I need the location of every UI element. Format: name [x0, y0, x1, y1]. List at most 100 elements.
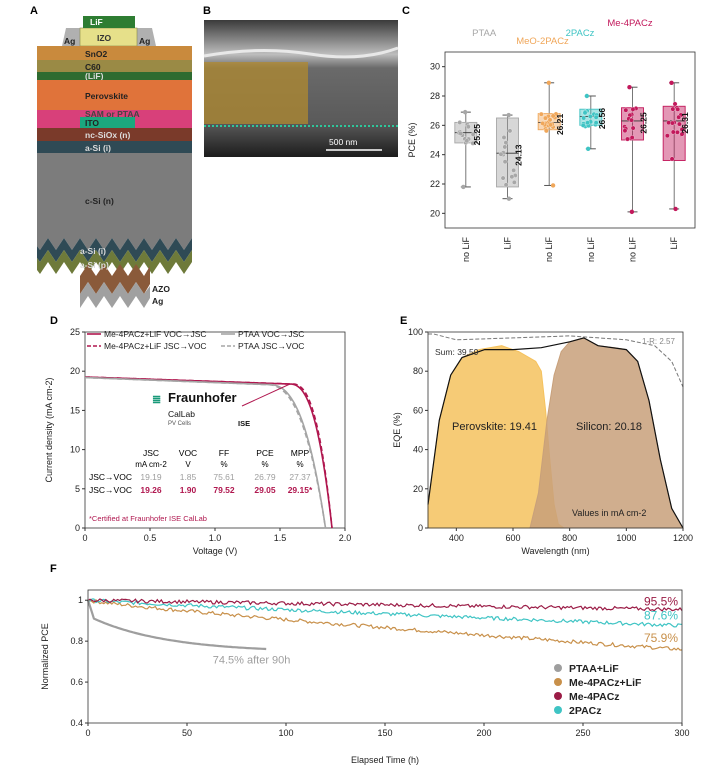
x-tick-label: 300: [674, 728, 689, 738]
data-point: [666, 120, 671, 126]
label-c60: C60: [85, 62, 101, 72]
y-tick-label: 5: [75, 484, 80, 494]
table-header: MPP: [291, 448, 310, 458]
data-point: [511, 180, 517, 185]
label-asi-top: a-Si (i): [85, 143, 111, 153]
table-header: PCE: [256, 448, 274, 458]
table-cell: 27.37: [289, 472, 311, 482]
data-point: [503, 182, 509, 188]
data-point: [502, 144, 508, 150]
data-point: [593, 120, 599, 126]
panel-f-stability: F 0 50 100 150 200 250 300 0.4 0.6 0.8 1 Elapsed Ti…: [40, 563, 690, 765]
x-tick-label: 100: [278, 728, 293, 738]
layer-c60: [37, 60, 192, 72]
table-unit: mA cm-2: [135, 460, 167, 469]
x-axis-label: Elapsed Time (h): [351, 755, 419, 765]
y-tick-label: 22: [430, 179, 440, 189]
x-tick-label: 1000: [616, 533, 636, 543]
table-unit: %: [296, 460, 303, 469]
y-tick-label: 0.4: [70, 718, 83, 728]
data-point: [587, 114, 593, 119]
median-label: 26.21: [555, 113, 565, 135]
data-point: [670, 106, 676, 112]
group-label: Me-4PACz: [607, 18, 652, 29]
plot-frame: [427, 331, 684, 529]
end-value-label: 75.9%: [644, 631, 678, 645]
x-tick-label: 250: [575, 728, 590, 738]
legend-marker: [554, 678, 562, 686]
stability-trace: [86, 599, 267, 651]
data-point: [629, 135, 635, 140]
data-point: [470, 140, 476, 146]
panel-label-c: C: [402, 5, 410, 17]
label-lif-mid: (LiF): [85, 71, 104, 81]
x-tick-label: 200: [476, 728, 491, 738]
legend-label: Me-4PACz+LiF VOC→JSC: [104, 329, 207, 339]
x-axis-label: Wavelength (nm): [521, 546, 589, 556]
table-row-label: JSC→VOC: [89, 485, 132, 495]
legend-label: Me-4PACz: [569, 691, 620, 703]
median-label: 24.13: [514, 144, 524, 166]
data-point: [585, 120, 590, 126]
data-point: [622, 128, 628, 134]
data-point: [503, 140, 509, 146]
label-ag-left: Ag: [64, 36, 75, 46]
logo-main: Fraunhofer: [168, 390, 237, 405]
panel-label-e: E: [400, 315, 407, 327]
y-tick-label: 0.6: [70, 677, 83, 687]
legend-marker: [554, 692, 562, 700]
data-point: [502, 159, 508, 165]
layer-sam: [37, 110, 192, 117]
y-axis-label: EQE (%): [392, 412, 402, 448]
x-tick-label: 150: [377, 728, 392, 738]
x-tick-label: 1.5: [274, 533, 287, 543]
layer-ag-left: [62, 28, 80, 46]
y-tick-label: 0.8: [70, 636, 83, 646]
data-point: [623, 107, 629, 113]
data-point: [629, 117, 634, 123]
data-point: [581, 115, 587, 121]
data-point: [461, 184, 466, 190]
panel-d-jv-curve: D 0 0.5 1.0 1.5 2.0 0 5 10 15 20 25 Voltage (V) Curr…: [44, 315, 351, 556]
plot-frame: [444, 51, 696, 229]
data-point: [498, 151, 504, 157]
panel-c-box-plot: C 20 22 24 26 28 30 PCE (%) 25.25 no LiF 24.13 LiF…: [402, 5, 696, 262]
panel-e-eqe-spectrum: E 400 600 800 1000 1200 0 20 40 60 80 100 Wavelengt…: [392, 315, 693, 556]
data-point: [677, 121, 682, 127]
table-cell: 79.52: [213, 485, 235, 495]
layer-asi-top: [37, 141, 192, 153]
y-tick-label: 20: [413, 484, 423, 494]
data-point: [584, 93, 590, 99]
y-tick-label: 30: [430, 62, 440, 72]
x-tick-label: 800: [562, 533, 577, 543]
logo-sub1: CalLab: [168, 409, 195, 419]
sum-label: Sum: 39.59: [435, 347, 479, 357]
group-label: 2PACz: [566, 28, 595, 39]
data-point: [672, 101, 678, 107]
data-point: [457, 120, 463, 125]
y-tick-label: 25: [70, 327, 80, 337]
x-tick-label: no LiF: [586, 236, 596, 262]
logo-ise: ISE: [238, 419, 250, 428]
data-point: [458, 131, 464, 136]
data-point: [470, 132, 476, 137]
y-tick-label: 60: [413, 405, 423, 415]
x-tick-label: 0: [85, 728, 90, 738]
data-point: [665, 133, 670, 139]
data-point: [550, 183, 556, 188]
footnote: *Certified at Fraunhofer ISE CalLab: [89, 514, 207, 523]
legend-marker: [554, 706, 562, 714]
panel-label-b: B: [203, 5, 211, 17]
data-point: [462, 109, 468, 115]
table-unit: %: [220, 460, 227, 469]
pointer-arrow: [241, 383, 291, 407]
label-sio: nc-SiOx (n): [85, 130, 131, 140]
data-point: [546, 80, 552, 86]
stability-trace: [87, 598, 683, 628]
logo-sub2: PV Cells: [168, 421, 191, 427]
table-cell: 29.15*: [288, 485, 313, 495]
table-cell: 1.90: [180, 485, 197, 495]
label-perovskite: Perovskite: [85, 91, 128, 101]
label-azo: AZO: [152, 284, 170, 294]
data-point: [625, 136, 630, 142]
